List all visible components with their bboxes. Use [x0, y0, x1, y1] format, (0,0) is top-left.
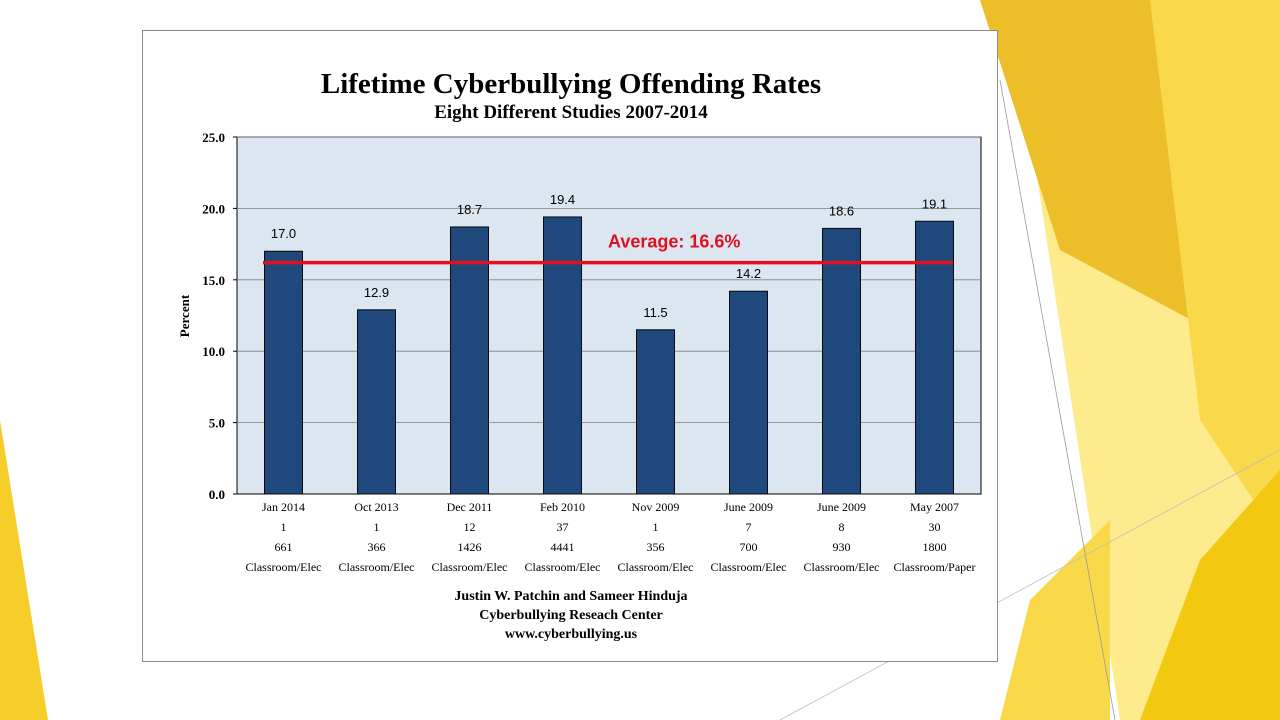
bar-value-label: 12.9: [364, 285, 389, 300]
x-category-label: Nov 2009: [632, 500, 680, 514]
x-category-label: Oct 2013: [354, 500, 398, 514]
average-label: Average: 16.6%: [608, 232, 740, 252]
x-category-detail: 30: [929, 520, 941, 534]
bar: [636, 329, 675, 495]
x-category-detail: 7: [746, 520, 752, 534]
x-category-detail: Classroom/Elec: [711, 560, 787, 574]
x-category-detail: 700: [740, 540, 758, 554]
chart-card: Lifetime Cyberbullying Offending Rates E…: [142, 30, 998, 662]
x-category-detail: 8: [839, 520, 845, 534]
bar: [822, 227, 861, 495]
y-tick-label: 25.0: [202, 130, 225, 145]
x-category-detail: 1: [374, 520, 380, 534]
credit-authors: Justin W. Patchin and Sameer Hinduja: [454, 589, 688, 604]
x-category-detail: 356: [647, 540, 665, 554]
y-tick-label: 20.0: [202, 201, 225, 216]
x-category-detail: 12: [464, 520, 476, 534]
right-accent-mid: [1150, 0, 1280, 540]
bar: [450, 226, 489, 495]
x-category-detail: 1800: [923, 540, 947, 554]
bar: [543, 216, 582, 495]
bar: [264, 250, 303, 495]
y-tick-label: 10.0: [202, 344, 225, 359]
x-category-label: Feb 2010: [540, 500, 585, 514]
right-accent-gold: [980, 0, 1210, 330]
decor-line-2: [779, 449, 1280, 720]
bar-value-label: 18.6: [829, 203, 854, 218]
bar-value-label: 11.5: [643, 305, 667, 320]
plot-area: [236, 136, 982, 495]
chart-subtitle: Eight Different Studies 2007-2014: [434, 102, 708, 123]
y-axis-label: Percent: [177, 294, 192, 337]
y-tick-label: 0.0: [209, 487, 225, 502]
x-category-detail: Classroom/Elec: [525, 560, 601, 574]
decor-line-1: [999, 79, 1116, 720]
x-category-label: Jan 2014: [262, 500, 305, 514]
x-category-detail: Classroom/Elec: [339, 560, 415, 574]
x-category-detail: 1426: [458, 540, 482, 554]
right-accent-bottom: [1000, 520, 1110, 720]
credit-website: www.cyberbullying.us: [504, 627, 638, 642]
x-category-detail: 4441: [551, 540, 575, 554]
bar-chart: 0.0 5.0 10.0 15.0 20.0 25.0 Percent 17.0 Jan 201…: [177, 130, 982, 574]
x-category-detail: Classroom/Elec: [804, 560, 880, 574]
x-category-label: June 2009: [817, 500, 866, 514]
x-category-detail: 37: [557, 520, 569, 534]
x-category-detail: Classroom/Paper: [894, 560, 976, 574]
bar-value-label: 14.2: [736, 266, 761, 281]
x-category-detail: 661: [275, 540, 293, 554]
y-tick-label: 15.0: [202, 273, 225, 288]
bar-value-label: 19.1: [922, 196, 947, 211]
y-tick-label: 5.0: [209, 416, 225, 431]
right-accent-dark: [1140, 470, 1280, 720]
x-category-label: June 2009: [724, 500, 773, 514]
chart-title: Lifetime Cyberbullying Offending Rates: [320, 68, 822, 100]
bar-value-label: 17.0: [271, 226, 296, 241]
left-accent-shape: [0, 420, 48, 720]
bar: [915, 220, 954, 495]
bar: [357, 309, 396, 495]
x-category-detail: Classroom/Elec: [618, 560, 694, 574]
x-category-detail: 366: [368, 540, 386, 554]
bar: [729, 290, 768, 495]
x-category-label: May 2007: [910, 500, 959, 514]
x-category-detail: 930: [833, 540, 851, 554]
x-category-detail: 1: [281, 520, 287, 534]
bar-value-label: 19.4: [550, 192, 575, 207]
x-category-label: Dec 2011: [447, 500, 493, 514]
bar-value-label: 18.7: [457, 202, 482, 217]
x-category-detail: Classroom/Elec: [432, 560, 508, 574]
x-category-detail: 1: [653, 520, 659, 534]
credit-center: Cyberbullying Reseach Center: [479, 608, 663, 623]
x-category-detail: Classroom/Elec: [246, 560, 322, 574]
